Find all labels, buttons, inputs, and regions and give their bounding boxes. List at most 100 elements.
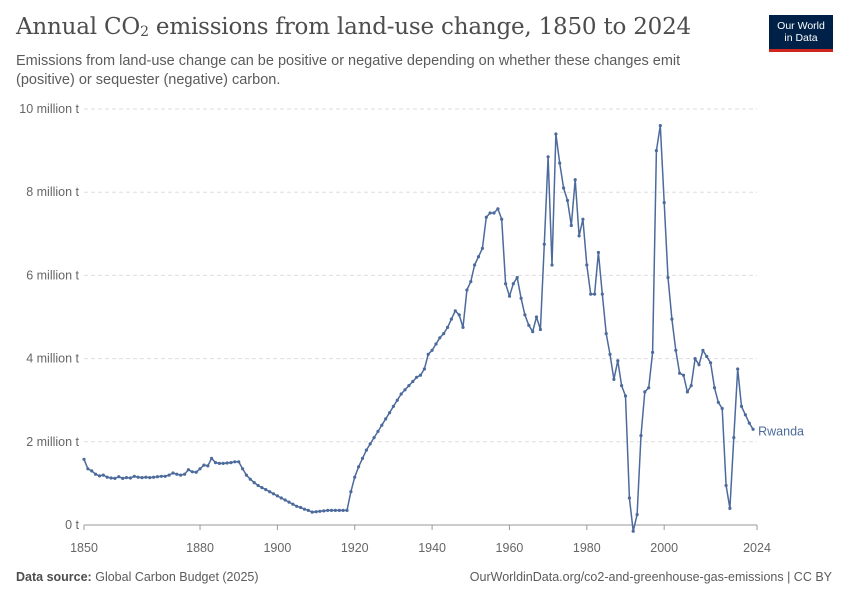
data-point (670, 317, 674, 321)
logo-line-1: Our World (777, 20, 825, 32)
data-point (275, 494, 279, 498)
data-point (705, 354, 709, 359)
data-point (651, 350, 655, 354)
data-point (395, 398, 399, 402)
data-point (697, 363, 701, 367)
data-point (504, 282, 508, 286)
data-point (360, 456, 365, 460)
data-point (743, 413, 748, 417)
data-point (167, 473, 171, 477)
data-point (121, 476, 125, 480)
data-point (666, 275, 670, 280)
data-point (701, 348, 705, 352)
data-point (244, 473, 248, 477)
data-point (171, 471, 175, 475)
data-point (376, 429, 380, 433)
data-point (608, 352, 612, 356)
data-point (635, 513, 639, 517)
data-point (473, 263, 477, 267)
data-point (519, 296, 523, 300)
data-point (388, 411, 392, 415)
data-point (554, 132, 558, 136)
data-point (194, 470, 198, 474)
data-point (229, 461, 233, 465)
data-point (488, 211, 492, 215)
data-point (186, 468, 190, 472)
x-tick-label: 1940 (418, 541, 446, 555)
data-point (198, 467, 202, 471)
data-point (449, 317, 453, 321)
data-point (685, 390, 690, 394)
data-point (616, 359, 620, 363)
data-point (345, 508, 349, 512)
data-point (461, 325, 465, 329)
data-point (689, 384, 693, 388)
data-point (175, 472, 179, 476)
data-point (600, 292, 604, 296)
data-point (384, 417, 388, 421)
data-point (155, 475, 160, 479)
data-point (364, 448, 368, 452)
data-point (148, 476, 152, 480)
data-point (585, 263, 589, 267)
x-tick-label: 1850 (70, 541, 98, 555)
data-point (318, 509, 322, 513)
data-point (202, 463, 206, 467)
source-value[interactable]: Global Carbon Budget (2025) (95, 570, 259, 584)
data-point (210, 456, 214, 460)
data-point (631, 529, 635, 533)
data-point (747, 421, 751, 425)
data-point (113, 476, 117, 480)
y-tick-label: 2 million t (26, 435, 79, 449)
data-point (353, 475, 357, 479)
data-point (252, 481, 256, 485)
data-point (190, 470, 194, 474)
data-point (565, 198, 570, 203)
data-point (751, 427, 755, 431)
owid-logo[interactable]: Our World in Data (769, 15, 833, 52)
data-point (105, 475, 109, 479)
data-point (720, 406, 724, 411)
data-point (716, 400, 720, 404)
data-point (310, 510, 314, 514)
x-tick-label: 1960 (496, 541, 524, 555)
data-point (457, 313, 461, 317)
data-point (604, 332, 608, 336)
data-point (264, 488, 268, 492)
data-point (546, 155, 550, 159)
data-point (681, 373, 686, 377)
logo-line-2: in Data (784, 32, 818, 44)
data-point (94, 472, 98, 476)
x-tick-label: 1920 (341, 541, 369, 555)
data-point (534, 315, 539, 319)
data-point (465, 288, 469, 292)
data-point (709, 361, 713, 365)
data-point (132, 474, 136, 478)
data-point (341, 508, 345, 512)
x-tick-label: 2000 (650, 541, 678, 555)
data-point (496, 207, 500, 211)
data-point (337, 508, 341, 512)
data-point (732, 436, 736, 440)
data-point (511, 282, 515, 286)
data-point (515, 275, 519, 280)
data-point (217, 461, 221, 465)
data-point (627, 496, 632, 500)
data-point (302, 507, 307, 511)
data-point (109, 476, 113, 480)
data-point (213, 461, 218, 465)
data-point (241, 467, 245, 471)
data-point (593, 292, 597, 296)
chart-subtitle: Emissions from land-use change can be po… (16, 53, 681, 88)
data-point (407, 384, 411, 388)
data-point (623, 394, 628, 398)
data-point (426, 352, 430, 356)
data-point (179, 473, 183, 477)
data-point (86, 467, 90, 471)
data-point (693, 357, 697, 361)
data-point (662, 201, 666, 205)
data-point (279, 496, 283, 500)
data-point (446, 325, 450, 329)
footer-link[interactable]: OurWorldinData.org/co2-and-greenhouse-ga… (469, 570, 832, 584)
x-tick-label: 2024 (743, 541, 771, 555)
